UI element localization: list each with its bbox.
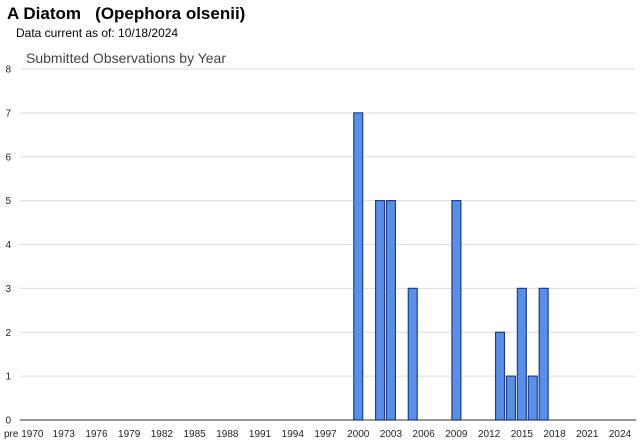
bar-2013: [494, 331, 506, 421]
bar-2003: [385, 200, 397, 421]
gridlines: [20, 68, 636, 377]
x-tick-label: pre 1970: [4, 429, 44, 440]
x-tick-label: 1997: [314, 429, 337, 440]
data-current-note: Data current as of: 10/18/2024: [16, 26, 179, 40]
bar-2016: [527, 375, 538, 421]
x-tick-label: 1973: [53, 429, 76, 440]
bar-2015: [516, 287, 527, 421]
x-tick-label: 1985: [183, 429, 206, 440]
y-tick-label: 0: [5, 416, 11, 427]
x-tick-label: 1979: [118, 429, 141, 440]
x-tick-label: 2009: [445, 429, 468, 440]
x-tick-label: 2024: [609, 429, 632, 440]
x-tick-label: 2000: [347, 429, 370, 440]
x-axis-ticks: pre 1970 1973 1976 1979 1982 1985 1988 1991 1994…: [4, 429, 632, 440]
x-tick-label: 1991: [249, 429, 272, 440]
bars: [353, 112, 549, 421]
bar-2009: [451, 200, 462, 421]
y-tick-label: 1: [5, 372, 11, 383]
chart-title: Submitted Observations by Year: [26, 50, 226, 66]
y-tick-label: 6: [5, 152, 11, 163]
x-tick-label: 2003: [380, 429, 403, 440]
x-tick-label: 1976: [85, 429, 108, 440]
x-tick-label: 1988: [216, 429, 239, 440]
x-tick-label: 2021: [576, 429, 599, 440]
bar-2005: [407, 287, 418, 421]
y-tick-label: 3: [5, 284, 11, 295]
bar-2002: [374, 200, 386, 421]
y-tick-label: 8: [5, 65, 11, 76]
x-tick-label: 2015: [511, 429, 534, 440]
bar-2017: [538, 287, 549, 421]
x-tick-label: 2012: [478, 429, 501, 440]
x-tick-label: 1982: [151, 429, 174, 440]
y-tick-label: 2: [5, 328, 11, 339]
y-axis-ticks: 0 1 2 3 4 5 6 7 8: [5, 65, 11, 427]
y-tick-label: 5: [5, 196, 11, 207]
y-tick-label: 7: [5, 108, 11, 119]
x-tick-label: 1994: [282, 429, 305, 440]
x-tick-label: 2018: [543, 429, 566, 440]
page-title: A Diatom (Opephora olsenii): [7, 4, 246, 23]
y-tick-label: 4: [5, 240, 11, 251]
x-tick-label: 2006: [413, 429, 436, 440]
bar-2000: [353, 112, 364, 421]
bar-2014: [505, 375, 516, 421]
